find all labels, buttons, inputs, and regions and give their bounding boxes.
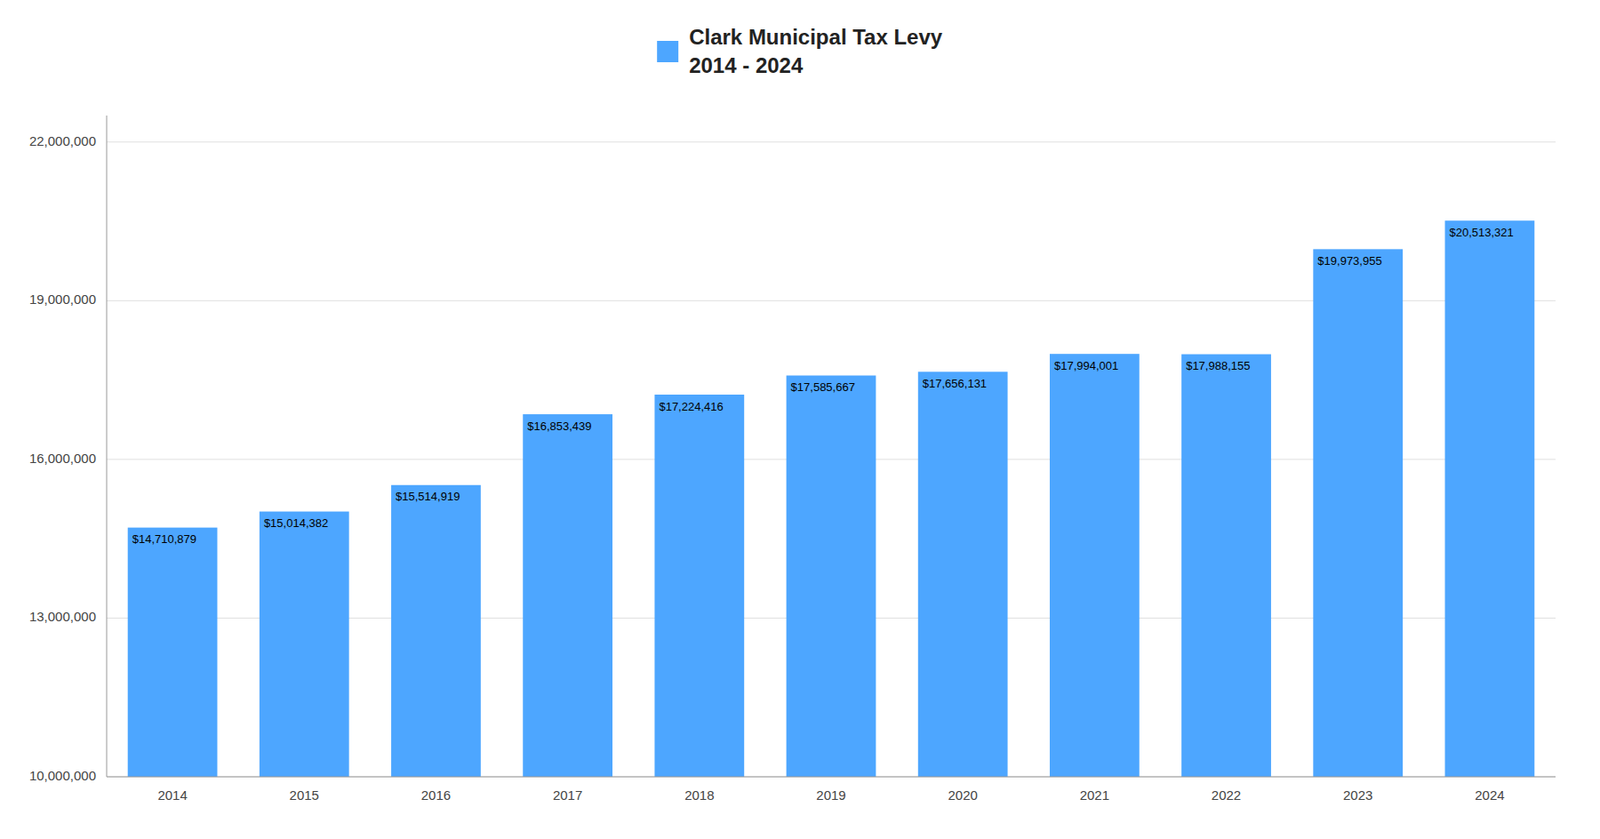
x-tick-label: 2021 [1080, 787, 1110, 803]
grid-line [106, 776, 1556, 778]
bar [522, 414, 613, 777]
chart-container: 10,000,000 13,000,000 16,000,000 19,000,000… [0, 0, 1600, 839]
x-tick-label: 2020 [947, 787, 977, 803]
x-tick-label: 2023 [1343, 787, 1373, 803]
y-tick-label: 22,000,000 [29, 133, 96, 149]
bar [918, 371, 1008, 777]
data-label: $16,853,439 [527, 419, 592, 433]
data-label: $17,994,001 [1054, 359, 1119, 373]
title: Clark Municipal Tax Levy [688, 24, 944, 49]
grid-line [106, 141, 1556, 143]
x-tick-label: 2017 [552, 787, 583, 803]
x-tick-label: 2016 [421, 787, 451, 803]
bar [654, 394, 744, 777]
bar [1049, 353, 1140, 777]
y-tick-label: 19,000,000 [29, 291, 96, 307]
grid [106, 142, 1556, 777]
data-label: $17,656,131 [922, 376, 987, 391]
x-tick-label: 2019 [816, 787, 846, 803]
data-label: $14,710,879 [132, 532, 197, 546]
subtitle: 2014 - 2024 [688, 53, 804, 78]
data-label: $20,513,321 [1449, 225, 1514, 240]
y-tick-label: 10,000,000 [29, 768, 96, 784]
bar [259, 512, 350, 777]
data-label: $19,973,955 [1317, 254, 1382, 268]
bar [1312, 248, 1403, 777]
y-tick-label: 16,000,000 [29, 450, 96, 466]
bar [1181, 354, 1272, 777]
title-group: Clark Municipal Tax Levy 2014 - 2024 [656, 24, 944, 78]
data-label: $15,014,382 [264, 516, 328, 530]
x-tick-label: 2024 [1474, 787, 1504, 803]
data-label: $15,514,919 [395, 489, 460, 504]
bar [391, 485, 481, 777]
x-axis-line [106, 776, 1556, 778]
title-swatch [656, 40, 679, 63]
data-label: $17,585,667 [791, 380, 856, 394]
x-tick-label: 2022 [1211, 787, 1241, 803]
bar [1445, 220, 1536, 777]
data-label: $17,224,416 [658, 400, 723, 414]
x-tick-label: 2014 [157, 787, 187, 803]
y-tick-label: 13,000,000 [29, 608, 96, 624]
bars [128, 220, 1536, 777]
bar [786, 376, 877, 777]
x-tick-label: 2018 [684, 787, 714, 803]
bar [128, 528, 218, 777]
x-tick-label: 2015 [289, 787, 320, 803]
chart: 10,000,000 13,000,000 16,000,000 19,000,000… [0, 0, 1600, 839]
y-axis-line [106, 115, 108, 777]
data-label: $17,988,155 [1185, 359, 1250, 373]
